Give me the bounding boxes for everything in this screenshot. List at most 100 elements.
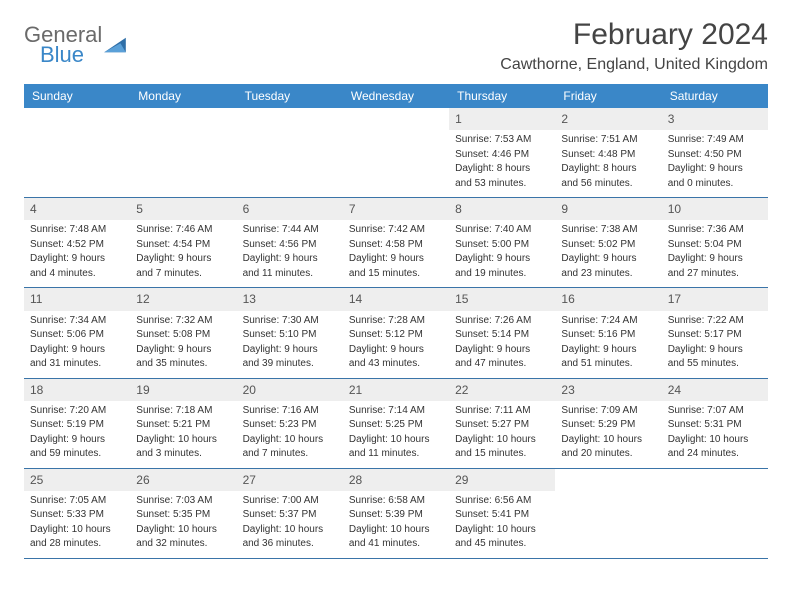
day-detail-day1: Daylight: 10 hours <box>455 523 549 537</box>
day-detail-sunrise: Sunrise: 7:09 AM <box>561 404 655 418</box>
day-number: 11 <box>24 288 130 310</box>
day-detail-day2: and 56 minutes. <box>561 177 655 191</box>
day-detail-day2: and 23 minutes. <box>561 267 655 281</box>
month-title: February 2024 <box>500 18 768 52</box>
day-detail-day1: Daylight: 9 hours <box>455 252 549 266</box>
day-detail-sunset: Sunset: 5:12 PM <box>349 328 443 342</box>
day-detail-sunrise: Sunrise: 7:24 AM <box>561 314 655 328</box>
day-number: 6 <box>237 198 343 220</box>
day-detail-sunrise: Sunrise: 7:44 AM <box>243 223 337 237</box>
day-detail-sunrise: Sunrise: 7:18 AM <box>136 404 230 418</box>
day-detail-sunrise: Sunrise: 7:16 AM <box>243 404 337 418</box>
weekday-header: Monday <box>130 84 236 108</box>
day-detail-day2: and 55 minutes. <box>668 357 762 371</box>
day-cell <box>130 108 236 197</box>
day-detail-sunset: Sunset: 5:14 PM <box>455 328 549 342</box>
day-detail-sunset: Sunset: 4:58 PM <box>349 238 443 252</box>
week-row: 11Sunrise: 7:34 AMSunset: 5:06 PMDayligh… <box>24 288 768 378</box>
weekday-header: Thursday <box>449 84 555 108</box>
day-detail-sunrise: Sunrise: 6:58 AM <box>349 494 443 508</box>
day-detail-day1: Daylight: 9 hours <box>561 343 655 357</box>
day-detail-day1: Daylight: 9 hours <box>136 343 230 357</box>
day-number: 5 <box>130 198 236 220</box>
day-detail-sunset: Sunset: 5:25 PM <box>349 418 443 432</box>
brand-line2: Blue <box>40 44 102 66</box>
day-detail-sunrise: Sunrise: 7:53 AM <box>455 133 549 147</box>
day-detail-day1: Daylight: 9 hours <box>136 252 230 266</box>
day-number: 27 <box>237 469 343 491</box>
day-cell: 7Sunrise: 7:42 AMSunset: 4:58 PMDaylight… <box>343 198 449 287</box>
day-cell: 1 Sunrise: 7:53 AMSunset: 4:46 PMDaylight… <box>449 108 555 197</box>
day-cell: 14Sunrise: 7:28 AMSunset: 5:12 PMDayligh… <box>343 288 449 377</box>
day-cell: 19Sunrise: 7:18 AMSunset: 5:21 PMDayligh… <box>130 379 236 468</box>
day-number: 1 <box>449 108 555 130</box>
day-cell: 29Sunrise: 6:56 AMSunset: 5:41 PMDayligh… <box>449 469 555 558</box>
day-detail-sunrise: Sunrise: 7:14 AM <box>349 404 443 418</box>
day-detail-sunset: Sunset: 5:06 PM <box>30 328 124 342</box>
day-detail-day2: and 43 minutes. <box>349 357 443 371</box>
day-detail-day2: and 24 minutes. <box>668 447 762 461</box>
day-detail-day2: and 28 minutes. <box>30 537 124 551</box>
day-detail-sunrise: Sunrise: 7:51 AM <box>561 133 655 147</box>
day-detail-day1: Daylight: 10 hours <box>561 433 655 447</box>
day-number: 16 <box>555 288 661 310</box>
day-detail-day2: and 31 minutes. <box>30 357 124 371</box>
day-detail-sunset: Sunset: 5:21 PM <box>136 418 230 432</box>
day-detail-sunrise: Sunrise: 7:34 AM <box>30 314 124 328</box>
day-detail-day2: and 11 minutes. <box>243 267 337 281</box>
calendar: SundayMondayTuesdayWednesdayThursdayFrid… <box>24 84 768 559</box>
week-row: 25Sunrise: 7:05 AMSunset: 5:33 PMDayligh… <box>24 469 768 559</box>
day-number: 4 <box>24 198 130 220</box>
day-detail-sunrise: Sunrise: 7:36 AM <box>668 223 762 237</box>
day-cell: 26Sunrise: 7:03 AMSunset: 5:35 PMDayligh… <box>130 469 236 558</box>
week-row: 18Sunrise: 7:20 AMSunset: 5:19 PMDayligh… <box>24 379 768 469</box>
day-detail-sunrise: Sunrise: 7:26 AM <box>455 314 549 328</box>
day-detail-sunset: Sunset: 4:56 PM <box>243 238 337 252</box>
day-number: 22 <box>449 379 555 401</box>
day-cell: 10Sunrise: 7:36 AMSunset: 5:04 PMDayligh… <box>662 198 768 287</box>
brand-text: General Blue <box>24 24 102 66</box>
day-detail-sunset: Sunset: 5:27 PM <box>455 418 549 432</box>
weekday-header: Friday <box>555 84 661 108</box>
day-cell: 9Sunrise: 7:38 AMSunset: 5:02 PMDaylight… <box>555 198 661 287</box>
day-detail-sunset: Sunset: 5:31 PM <box>668 418 762 432</box>
day-detail-sunrise: Sunrise: 7:07 AM <box>668 404 762 418</box>
day-detail-sunset: Sunset: 5:02 PM <box>561 238 655 252</box>
day-detail-sunset: Sunset: 5:41 PM <box>455 508 549 522</box>
day-cell: 11 Sunrise: 7:34 AMSunset: 5:06 PMDayligh… <box>24 288 130 377</box>
day-detail-day1: Daylight: 10 hours <box>30 523 124 537</box>
day-detail-day2: and 7 minutes. <box>136 267 230 281</box>
day-detail-day1: Daylight: 9 hours <box>455 343 549 357</box>
day-detail-day1: Daylight: 10 hours <box>243 523 337 537</box>
day-number: 15 <box>449 288 555 310</box>
day-number: 23 <box>555 379 661 401</box>
day-detail-sunset: Sunset: 5:08 PM <box>136 328 230 342</box>
day-cell: 23Sunrise: 7:09 AMSunset: 5:29 PMDayligh… <box>555 379 661 468</box>
day-cell: 18Sunrise: 7:20 AMSunset: 5:19 PMDayligh… <box>24 379 130 468</box>
day-number: 25 <box>24 469 130 491</box>
day-cell: 2Sunrise: 7:51 AMSunset: 4:48 PMDaylight… <box>555 108 661 197</box>
day-detail-sunrise: Sunrise: 7:49 AM <box>668 133 762 147</box>
day-number: 8 <box>449 198 555 220</box>
day-detail-day1: Daylight: 8 hours <box>561 162 655 176</box>
day-detail-day2: and 45 minutes. <box>455 537 549 551</box>
day-number: 29 <box>449 469 555 491</box>
day-number: 9 <box>555 198 661 220</box>
page-header: General Blue February 2024 Cawthorne, En… <box>24 18 768 74</box>
day-detail-day1: Daylight: 8 hours <box>455 162 549 176</box>
day-number: 7 <box>343 198 449 220</box>
weekday-header-row: SundayMondayTuesdayWednesdayThursdayFrid… <box>24 84 768 108</box>
day-cell: 28Sunrise: 6:58 AMSunset: 5:39 PMDayligh… <box>343 469 449 558</box>
day-detail-sunset: Sunset: 4:54 PM <box>136 238 230 252</box>
day-detail-day1: Daylight: 9 hours <box>30 343 124 357</box>
day-detail-sunset: Sunset: 4:46 PM <box>455 148 549 162</box>
day-detail-day1: Daylight: 9 hours <box>561 252 655 266</box>
day-detail-day2: and 47 minutes. <box>455 357 549 371</box>
day-detail-sunrise: Sunrise: 7:42 AM <box>349 223 443 237</box>
day-detail-day2: and 3 minutes. <box>136 447 230 461</box>
day-cell <box>555 469 661 558</box>
day-number: 20 <box>237 379 343 401</box>
day-detail-day1: Daylight: 10 hours <box>668 433 762 447</box>
day-number: 21 <box>343 379 449 401</box>
day-detail-day2: and 32 minutes. <box>136 537 230 551</box>
